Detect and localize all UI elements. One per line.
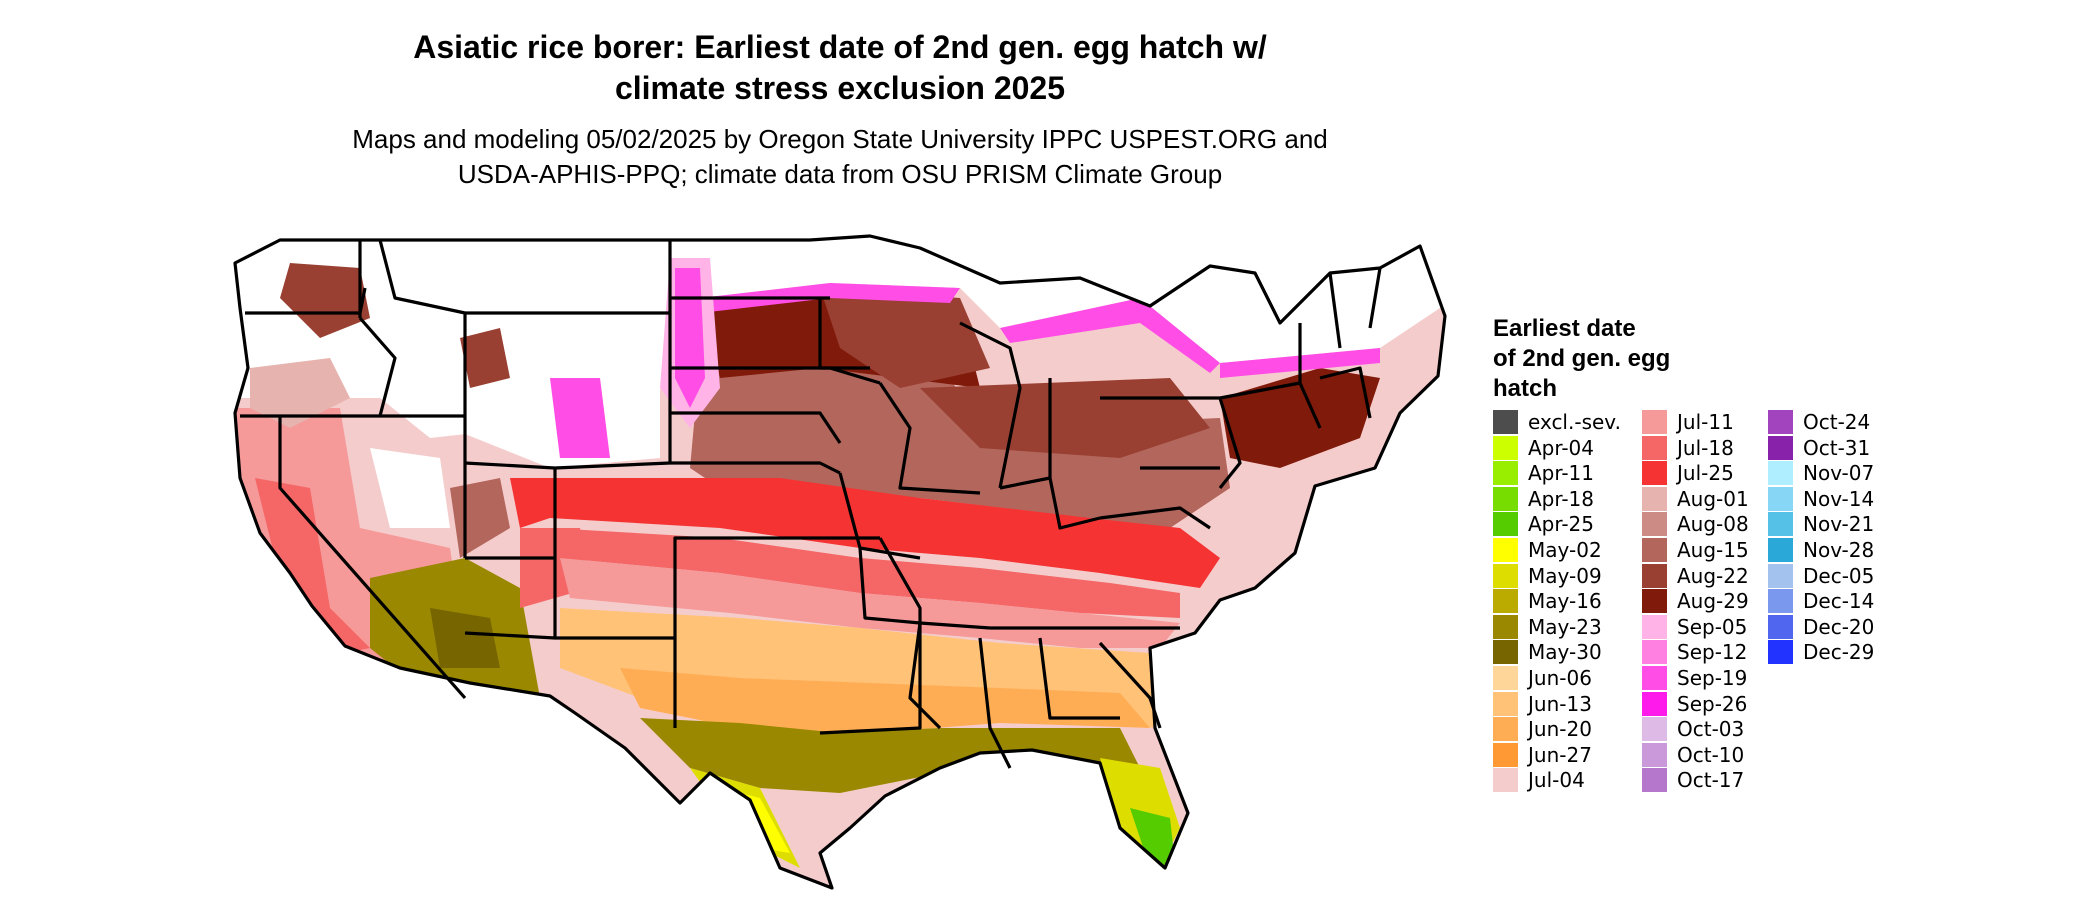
legend-swatch [1768,461,1793,486]
legend-swatch [1493,640,1518,665]
legend-label: Sep-19 [1677,665,1748,690]
legend-swatch [1642,717,1667,742]
legend-swatch [1642,410,1667,434]
legend-label: Jul-04 [1528,768,1585,793]
map-title-line-2: climate stress exclusion 2025 [614,70,1066,106]
legend-swatch [1493,717,1518,742]
legend-swatch [1493,537,1518,562]
legend-title-line: hatch [1493,375,1558,402]
legend-label: Dec-20 [1803,614,1875,639]
legend-swatch [1493,512,1518,537]
legend-swatch [1493,486,1518,511]
legend-swatch [1768,589,1793,614]
legend-label: Apr-11 [1528,461,1594,486]
legend-swatch [1493,665,1518,690]
map-subtitle-line-2: USDA-APHIS-PPQ; climate data from OSU PR… [457,159,1223,189]
legend-label: Apr-04 [1528,435,1594,460]
map-subtitle-line-1: Maps and modeling 05/02/2025 by Oregon S… [352,124,1328,154]
legend-label: Oct-03 [1677,717,1745,742]
legend-label: Jun-27 [1528,742,1592,767]
legend-label: Dec-14 [1803,589,1875,614]
legend-label: Oct-24 [1803,410,1871,434]
legend-title-line: of 2nd gen. egg [1493,345,1671,372]
legend-label: Jun-06 [1528,665,1592,690]
map-raster [235,236,1445,888]
legend-label: May-16 [1528,589,1602,614]
map-title-line-1: Asiatic rice borer: Earliest date of 2nd… [413,29,1267,65]
legend-label: May-23 [1528,614,1602,639]
legend-swatch [1768,563,1793,588]
legend-label: Oct-10 [1677,742,1745,767]
legend-label: Nov-21 [1803,512,1875,537]
legend-label: May-30 [1528,640,1602,665]
legend-swatch [1642,461,1667,486]
legend-swatch [1768,435,1793,460]
legend-label: Sep-26 [1677,691,1748,716]
legend-label: Aug-29 [1677,589,1749,614]
legend-swatch [1642,563,1667,588]
legend-swatch [1493,461,1518,486]
legend-label: Aug-01 [1677,486,1749,511]
legend-swatch [1642,537,1667,562]
legend-swatch [1493,768,1518,793]
legend-title-line: Earliest date [1493,315,1636,342]
legend-label: Dec-05 [1803,563,1875,588]
legend-swatch [1642,742,1667,767]
legend-swatch [1768,614,1793,639]
legend-label: Jul-18 [1677,435,1734,460]
legend-swatch [1768,512,1793,537]
legend-swatch [1768,537,1793,562]
legend-swatch [1642,640,1667,665]
legend-title: Earliest date of 2nd gen. egg hatch [1493,314,1753,404]
legend-label: excl.-sev. [1528,410,1621,434]
legend-swatch [1493,410,1518,434]
legend-label: May-09 [1528,563,1602,588]
legend-swatch [1642,614,1667,639]
legend-label: Apr-18 [1528,486,1594,511]
legend-swatch [1642,768,1667,793]
state-borders [233,234,1447,890]
legend-swatch [1642,435,1667,460]
legend-swatch [1493,563,1518,588]
legend-swatch [1493,589,1518,614]
legend-label: Sep-05 [1677,614,1748,639]
legend-label: Jun-20 [1528,717,1592,742]
us-hatch-date-map [233,234,1447,890]
legend-label: Nov-07 [1803,461,1875,486]
legend-swatch [1642,665,1667,690]
legend-label: Sep-12 [1677,640,1748,665]
legend-label: Apr-25 [1528,512,1594,537]
legend-label: Oct-17 [1677,768,1745,793]
legend-swatch [1493,742,1518,767]
legend-swatch [1642,512,1667,537]
legend-label: Jul-11 [1677,410,1734,434]
legend-swatch [1642,486,1667,511]
legend-swatch [1768,640,1793,665]
legend-label: Nov-28 [1803,537,1875,562]
legend-swatch [1493,435,1518,460]
legend-label: Dec-29 [1803,640,1875,665]
legend-label: May-02 [1528,537,1602,562]
legend-label: Jun-13 [1528,691,1592,716]
legend-label: Aug-22 [1677,563,1749,588]
legend-label: Nov-14 [1803,486,1875,511]
legend-swatch [1768,410,1793,434]
legend-swatch [1768,486,1793,511]
legend-label: Aug-15 [1677,537,1749,562]
legend-swatch [1642,691,1667,716]
legend-swatch [1493,614,1518,639]
legend-swatch [1493,691,1518,716]
legend-swatch [1642,589,1667,614]
legend-label: Oct-31 [1803,435,1871,460]
legend-label: Aug-08 [1677,512,1749,537]
legend-label: Jul-25 [1677,461,1734,486]
